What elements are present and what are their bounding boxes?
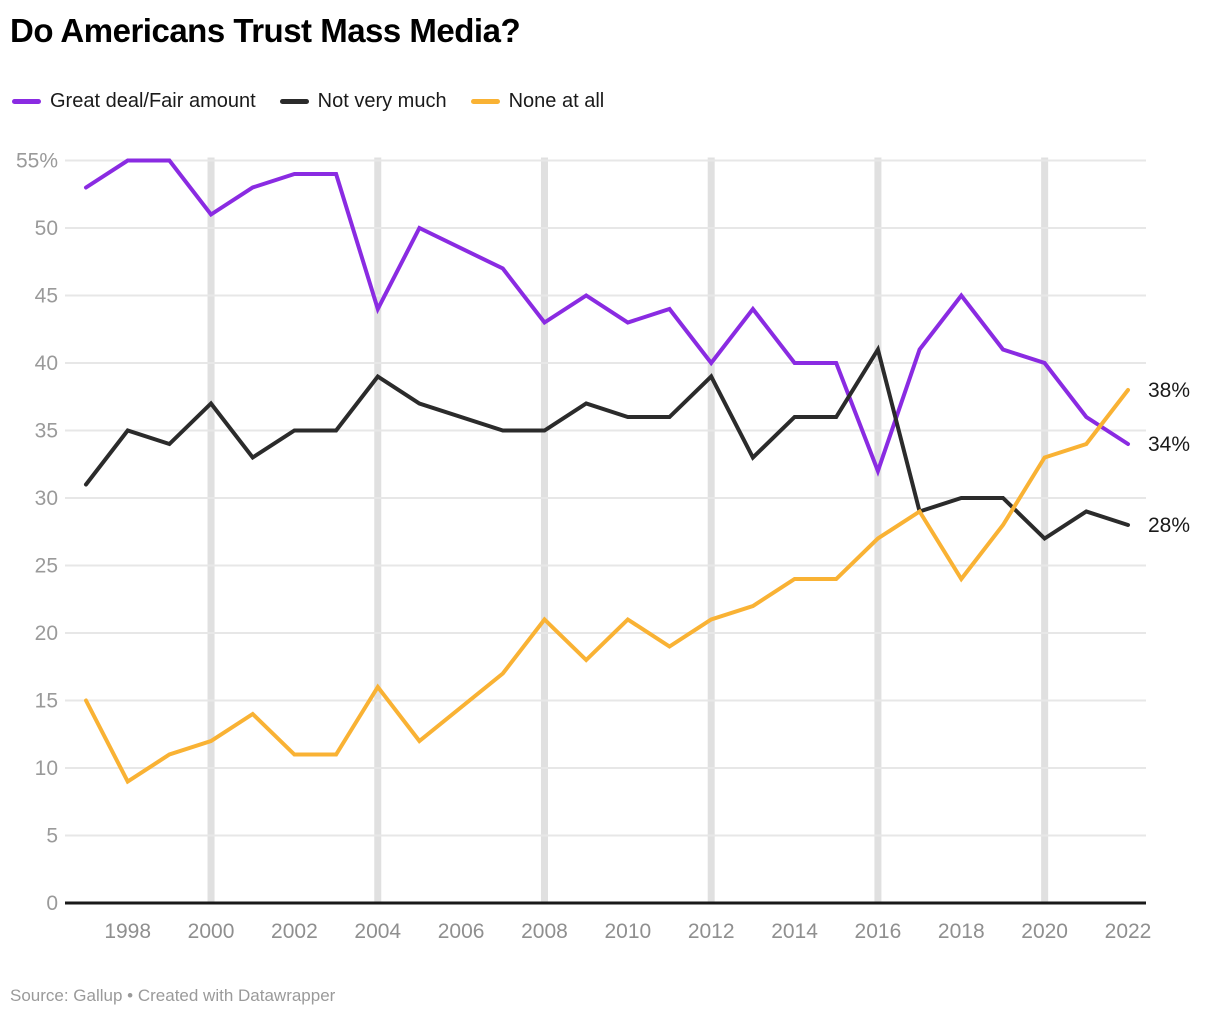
series-line-none-at-all [84, 388, 1130, 785]
legend-label-none-at-all: None at all [508, 90, 605, 112]
x-tick-label-2002: 2002 [271, 920, 318, 943]
y-tick-label-45: 45 [35, 285, 58, 308]
x-tick-label-2010: 2010 [604, 920, 651, 943]
legend-swatch-great-deal [12, 99, 41, 104]
highlight-column-2020 [1041, 157, 1049, 903]
y-tick-label-55: 55% [16, 150, 58, 173]
highlight-column-2012 [707, 157, 715, 903]
x-tick-label-2006: 2006 [438, 920, 485, 943]
y-tick-label-20: 20 [35, 622, 58, 645]
chart-title: Do Americans Trust Mass Media? [10, 12, 521, 49]
end-label-none-at-all: 38% [1148, 379, 1190, 402]
y-tick-label-50: 50 [35, 217, 58, 240]
y-tick-label-0: 0 [46, 892, 58, 915]
series-line-not-very-much [84, 344, 1130, 542]
legend-label-not-very-much: Not very much [317, 90, 447, 112]
x-tick-label-2000: 2000 [188, 920, 235, 943]
legend-item-great-deal: Great deal/Fair amount [12, 90, 256, 113]
y-tick-label-25: 25 [35, 555, 58, 578]
legend-item-not-very-much: Not very much [279, 90, 447, 113]
highlight-column-2016 [874, 157, 882, 903]
y-tick-label-30: 30 [35, 487, 58, 510]
x-tick-label-2008: 2008 [521, 920, 568, 943]
legend-item-none-at-all: None at all [470, 90, 605, 113]
series-line-great-deal-fair-amount [84, 158, 1130, 477]
source-attribution: Source: Gallup • Created with Datawrappe… [10, 986, 336, 1005]
highlight-column-2000 [207, 157, 215, 903]
end-label-not-very-much: 28% [1148, 514, 1190, 537]
legend-swatch-not-very-much [279, 99, 309, 104]
y-tick-label-35: 35 [35, 420, 58, 443]
y-tick-label-10: 10 [35, 757, 58, 780]
highlight-column-2008 [540, 157, 548, 903]
x-tick-label-1998: 1998 [104, 920, 151, 943]
x-tick-label-2012: 2012 [688, 920, 735, 943]
end-label-great-deal-fair-amount: 34% [1148, 433, 1190, 456]
y-tick-label-15: 15 [35, 690, 58, 713]
legend-label-great-deal: Great deal/Fair amount [50, 90, 256, 112]
y-tick-label-40: 40 [35, 352, 58, 375]
chart-legend: Great deal/Fair amount Not very much Non… [12, 90, 604, 113]
x-tick-label-2020: 2020 [1021, 920, 1068, 943]
x-tick-label-2016: 2016 [855, 920, 902, 943]
x-tick-label-2004: 2004 [354, 920, 401, 943]
x-tick-label-2022: 2022 [1105, 920, 1152, 943]
legend-swatch-none-at-all [470, 99, 500, 104]
y-tick-label-5: 5 [46, 825, 58, 848]
x-tick-label-2014: 2014 [771, 920, 818, 943]
highlight-column-2004 [374, 157, 382, 903]
x-tick-label-2018: 2018 [938, 920, 985, 943]
